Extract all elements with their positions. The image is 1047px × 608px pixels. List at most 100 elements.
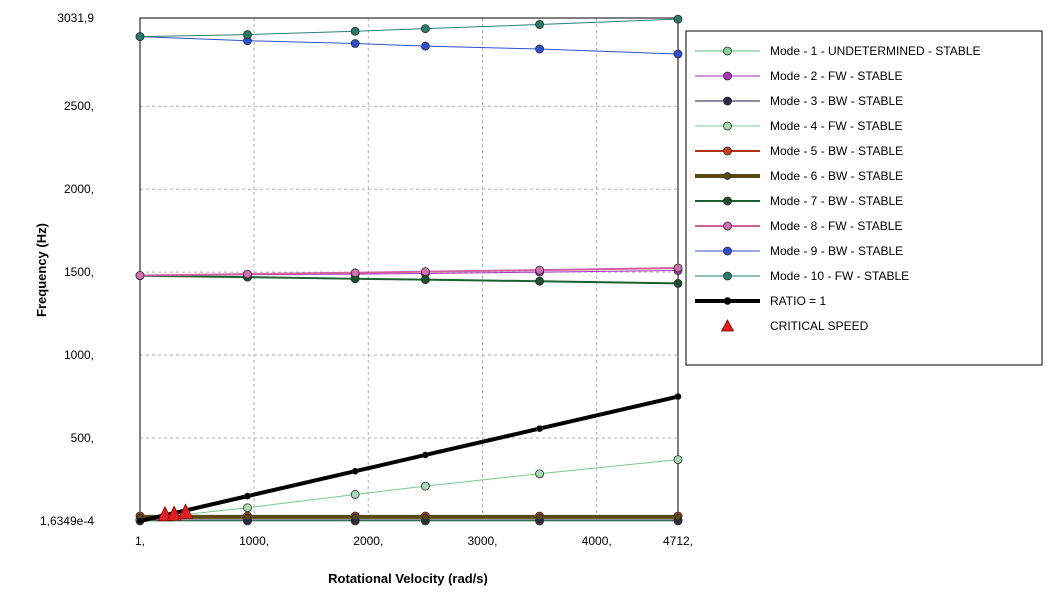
- x-tick-label: 4712,: [663, 534, 693, 548]
- legend-entry-11: RATIO = 1: [695, 294, 826, 308]
- y-axis-label: Frequency (Hz): [34, 223, 49, 317]
- data-point: [350, 268, 360, 278]
- series-line: [139, 36, 679, 55]
- data-point: [420, 41, 430, 51]
- data-point: [351, 513, 359, 521]
- legend-label: Mode - 7 - BW - STABLE: [770, 194, 903, 208]
- x-tick-label: 2000,: [353, 534, 383, 548]
- data-point: [535, 20, 544, 29]
- data-series: [135, 14, 683, 526]
- legend-entry-8: Mode - 8 - FW - STABLE: [695, 219, 902, 233]
- legend-marker: [723, 221, 732, 231]
- x-tick-label: 1,: [135, 534, 145, 548]
- legend-entry-6: Mode - 6 - BW - STABLE: [695, 169, 903, 183]
- x-axis-label: Rotational Velocity (rad/s): [328, 571, 488, 586]
- series-8: [135, 263, 683, 280]
- legend-entry-3: Mode - 3 - BW - STABLE: [695, 94, 903, 108]
- data-point: [535, 265, 544, 275]
- y-tick-label: 500,: [71, 431, 94, 445]
- data-point: [420, 267, 430, 277]
- y-tick-label: 1,6349e-4: [40, 514, 94, 528]
- legend-marker: [723, 71, 732, 81]
- data-point: [673, 49, 683, 59]
- series-10: [135, 14, 683, 41]
- data-point: [243, 503, 252, 513]
- y-tick-label: 1000,: [64, 348, 94, 362]
- legend-label: Mode - 9 - BW - STABLE: [770, 244, 903, 258]
- data-point: [421, 513, 429, 521]
- legend-label: RATIO = 1: [770, 294, 826, 308]
- data-point: [535, 276, 544, 286]
- legend-marker: [723, 271, 732, 281]
- data-point: [536, 425, 543, 432]
- data-point: [674, 393, 682, 400]
- y-tick-label: 1500,: [64, 265, 94, 279]
- legend-marker: [720, 319, 735, 332]
- legend-label: CRITICAL SPEED: [770, 319, 869, 333]
- legend-label: Mode - 8 - FW - STABLE: [770, 219, 902, 233]
- legend-marker: [723, 96, 732, 106]
- data-point: [674, 513, 682, 521]
- data-point: [136, 517, 144, 525]
- legend-label: Mode - 4 - FW - STABLE: [770, 119, 902, 133]
- y-tick-label: 2500,: [64, 99, 94, 113]
- data-point: [535, 469, 544, 479]
- legend-marker: [723, 172, 732, 180]
- x-tick-label: 4000,: [582, 534, 612, 548]
- series-11: [136, 393, 682, 525]
- legend-entry-2: Mode - 2 - FW - STABLE: [695, 69, 902, 83]
- legend-marker: [723, 196, 732, 206]
- legend-marker: [723, 246, 732, 256]
- legend-entry-4: Mode - 4 - FW - STABLE: [695, 119, 902, 133]
- legend-label: Mode - 1 - UNDETERMINED - STABLE: [770, 44, 980, 58]
- data-point: [244, 492, 251, 500]
- legend-entry-5: Mode - 5 - BW - STABLE: [695, 144, 903, 158]
- series-line: [139, 18, 679, 38]
- legend: Mode - 1 - UNDETERMINED - STABLE Mode - 2…: [685, 30, 1043, 366]
- x-tick-label: 1000,: [239, 534, 269, 548]
- series-line: [139, 394, 679, 523]
- legend-marker: [723, 297, 732, 305]
- x-tick-label: 3000,: [467, 534, 497, 548]
- data-point: [420, 481, 430, 491]
- data-point: [421, 451, 429, 459]
- series-line: [139, 266, 679, 277]
- legend-label: Mode - 5 - BW - STABLE: [770, 144, 903, 158]
- data-point: [673, 279, 683, 288]
- legend-label: Mode - 10 - FW - STABLE: [770, 269, 909, 283]
- data-point: [351, 467, 359, 475]
- legend-entry-9: Mode - 9 - BW - STABLE: [695, 244, 903, 258]
- y-tick-label: 2000,: [64, 182, 94, 196]
- data-point: [243, 30, 252, 39]
- critical-speed-marker: [177, 503, 194, 519]
- data-point: [420, 275, 430, 285]
- legend-marker: [723, 146, 732, 156]
- legend-label: Mode - 6 - BW - STABLE: [770, 169, 903, 183]
- tick-labels: 1, 1000, 2000, 3000, 4000, 4712, 1,6349e-4 500,…: [40, 11, 693, 548]
- data-point: [673, 263, 683, 273]
- data-point: [673, 455, 683, 465]
- data-point: [135, 32, 145, 41]
- legend-entry-7: Mode - 7 - BW - STABLE: [695, 194, 903, 208]
- legend-entry-10: Mode - 10 - FW - STABLE: [695, 269, 909, 283]
- legend-entry-critical-speed: CRITICAL SPEED: [720, 319, 869, 333]
- data-point: [350, 39, 360, 48]
- legend-entry-1: Mode - 1 - UNDETERMINED - STABLE: [695, 44, 980, 58]
- series-line: [139, 459, 679, 520]
- data-point: [350, 26, 360, 36]
- legend-box: [685, 30, 1043, 366]
- data-point: [244, 513, 251, 521]
- legend-marker: [723, 46, 732, 56]
- data-point: [135, 271, 145, 280]
- data-point: [535, 44, 544, 54]
- data-point: [243, 269, 252, 279]
- legend-label: Mode - 2 - FW - STABLE: [770, 69, 902, 83]
- data-point: [673, 14, 683, 24]
- data-point: [420, 24, 430, 34]
- data-point: [350, 490, 360, 499]
- critical-speed-markers: [157, 503, 194, 522]
- critical-speed-marker: [166, 505, 182, 521]
- legend-label: Mode - 3 - BW - STABLE: [770, 94, 903, 108]
- y-tick-label: 3031,9: [57, 11, 94, 25]
